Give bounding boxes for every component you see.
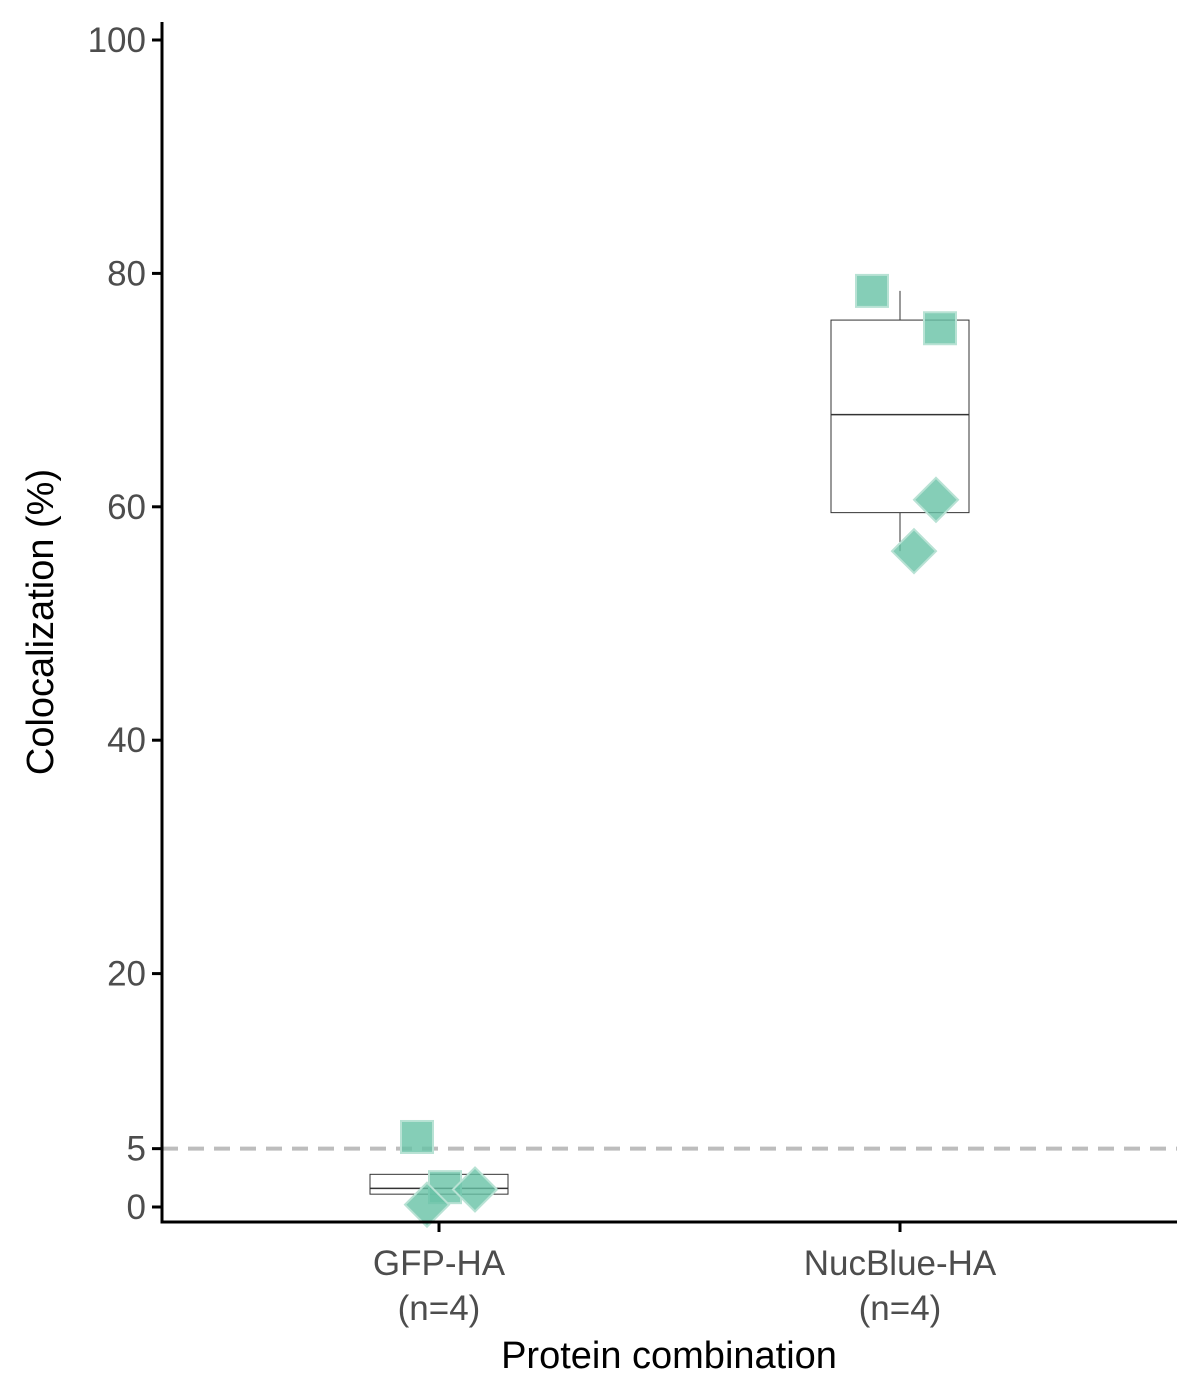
data-point-diamond [403, 1181, 451, 1229]
data-point-square [400, 1119, 434, 1154]
data-point-square [923, 311, 957, 346]
x-tick-label: NucBlue-HA [804, 1244, 997, 1283]
y-tick-label: 80 [107, 254, 146, 293]
y-tick-label: 0 [127, 1188, 146, 1227]
box-iqr [830, 319, 970, 514]
y-axis-title: Colocalization (%) [20, 469, 62, 775]
data-point-diamond [451, 1166, 499, 1213]
y-tick-label: 40 [107, 721, 146, 760]
y-tick-label: 60 [107, 488, 146, 527]
x-tick-n-label: (n=4) [398, 1289, 481, 1328]
y-tick-label: 20 [107, 955, 146, 994]
data-point-diamond [890, 527, 938, 575]
x-axis-ticks: GFP-HA (n=4) NucBlue-HA (n=4) [373, 1222, 997, 1328]
y-tick-label: 100 [88, 21, 146, 60]
boxplot [830, 290, 970, 552]
data-points [400, 273, 960, 1229]
x-tick-n-label: (n=4) [859, 1289, 942, 1328]
y-tick-label: 5 [127, 1130, 146, 1169]
x-tick-label: GFP-HA [373, 1244, 506, 1283]
data-point-square [855, 273, 889, 308]
y-axis-ticks: 0 5 20 40 60 80 100 [88, 21, 162, 1227]
x-axis-title: Protein combination [501, 1335, 837, 1377]
boxplots [369, 290, 970, 1195]
data-point-diamond [912, 476, 960, 524]
